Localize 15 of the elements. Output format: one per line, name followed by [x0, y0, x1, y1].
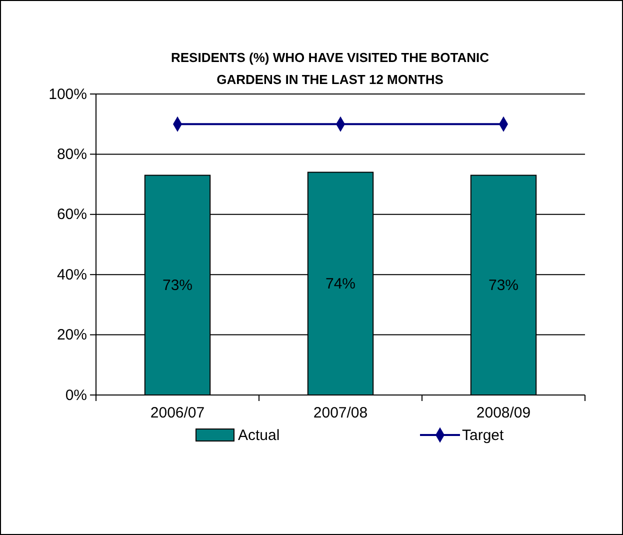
x-tick-label: 2008/09 [476, 404, 531, 422]
data-label: 73% [162, 277, 193, 294]
x-tick-label: 2007/08 [313, 404, 368, 422]
y-tick-label: 20% [56, 326, 87, 344]
y-tick-label: 60% [56, 206, 87, 224]
y-tick-label: 40% [56, 266, 87, 284]
data-label: 74% [325, 276, 356, 293]
chart-title: RESIDENTS (%) WHO HAVE VISITED THE BOTANIC GARDENS IN THE LAST 12 MONTHS [170, 50, 490, 87]
legend-label: Target [462, 427, 505, 444]
x-tick-label: 2006/07 [150, 404, 205, 422]
legend-label: Actual [238, 427, 280, 444]
data-label: 73% [488, 277, 519, 294]
y-tick-label: 0% [65, 386, 87, 404]
y-tick-label: 80% [56, 146, 87, 163]
y-tick-label: 100% [48, 86, 87, 103]
